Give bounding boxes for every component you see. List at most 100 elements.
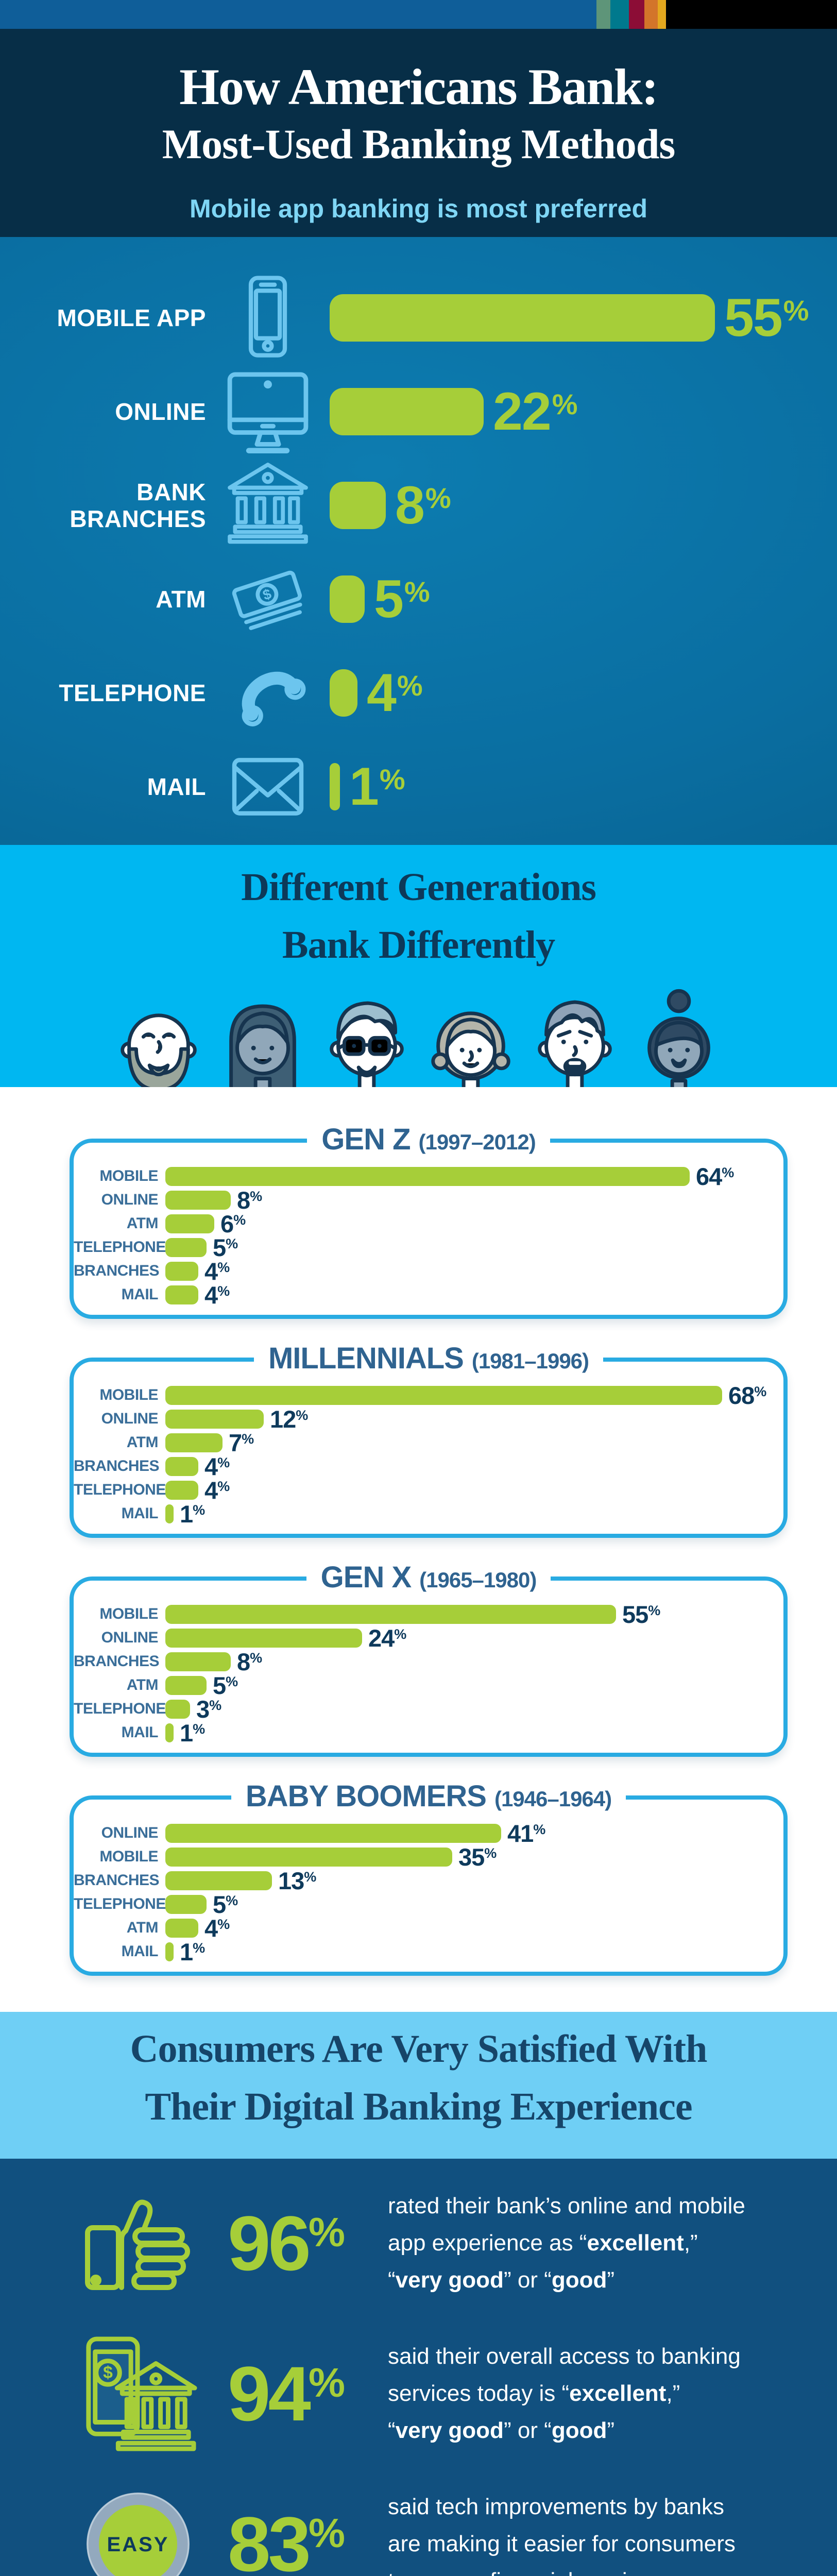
bar-value: 4%	[204, 1476, 230, 1504]
bar-value: 12%	[270, 1405, 308, 1433]
gen-chart-rows: MOBILE 55% ONLINE 24% BRANCHES 8% ATM 5% TELEPHO…	[74, 1581, 783, 1747]
stat-text-line: said their overall access to banking	[388, 2344, 741, 2369]
smartphone-icon	[248, 276, 287, 358]
bar-value: 8%	[237, 1648, 262, 1675]
stat-text-line: “very good” or “good”	[388, 2418, 614, 2443]
bar	[165, 1190, 231, 1210]
bar-value: 5%	[213, 1233, 238, 1261]
page-title-line1: How Americans Bank:	[179, 58, 659, 115]
gen-title-years: (1946–1964)	[494, 1787, 612, 1811]
stat-row: EASY 83% said tech improvements by banks ar…	[72, 2472, 837, 2576]
gen-box-gen-x: GEN X (1965–1980) MOBILE 55% ONLINE 24% BRANC…	[70, 1560, 788, 1757]
bar-label: BRANCHES	[74, 1653, 160, 1670]
bar-row: BRANCHES 13%	[74, 1867, 783, 1894]
bar-row: ONLINE 41%	[74, 1821, 783, 1845]
gen-box-gen-z: GEN Z (1997–2012) MOBILE 64% ONLINE 8% ATM 6% T…	[70, 1122, 788, 1319]
avatar	[420, 973, 522, 1087]
stat-icon-wrap	[72, 2187, 203, 2300]
bar-row: TELEPHONE 3%	[74, 1697, 783, 1721]
bar-value: 5%	[374, 569, 430, 629]
header: How Americans Bank: Most-Used Banking Me…	[0, 29, 837, 237]
bar	[330, 294, 715, 342]
bar-label: MOBILE	[99, 1167, 158, 1184]
bar	[165, 1166, 690, 1186]
bar-row: ATM $5%	[0, 552, 837, 646]
stat-text-line: services today is “excellent,”	[388, 2381, 680, 2406]
page-subtitle: Mobile app banking is most preferred	[189, 194, 648, 223]
bar-value: 22%	[493, 382, 578, 442]
bar-value: 7%	[229, 1429, 254, 1456]
bar-row: ATM 6%	[74, 1210, 783, 1238]
bar-row: BRANCHES 8%	[74, 1648, 783, 1675]
bar-wrap: 8%	[330, 479, 451, 532]
envelope-icon	[232, 758, 304, 816]
bar	[165, 1480, 198, 1500]
banking-methods-rows: MOBILE APP 55% ONLINE 22% BANK BRANCHES 8% ATM…	[0, 271, 837, 834]
bar-label: TELEPHONE	[74, 1239, 166, 1256]
bar-value: 13%	[278, 1867, 316, 1894]
bar	[165, 1823, 501, 1843]
bar-value: 1%	[180, 1500, 205, 1528]
bar	[165, 1261, 198, 1281]
avatar-young-woman-bun	[647, 989, 710, 1087]
gen-box-title: MILLENNIALS (1981–1996)	[74, 1341, 783, 1376]
bar-row: BRANCHES 4%	[74, 1454, 783, 1479]
avatar	[316, 973, 418, 1087]
stat-text-line: app experience as “excellent,”	[388, 2230, 698, 2256]
bar	[165, 1652, 231, 1671]
bar-label: ATM	[156, 586, 206, 613]
bar	[165, 1238, 207, 1257]
bar-row: ATM 4%	[74, 1916, 783, 1940]
bar-row: MOBILE 55%	[74, 1602, 783, 1626]
satisfaction-title-line1: Consumers Are Very Satisfied With	[130, 2027, 708, 2071]
bar-row: MAIL 1%	[74, 1719, 783, 1747]
generation-charts: GEN Z (1997–2012) MOBILE 64% ONLINE 8% ATM 6% T…	[0, 1087, 837, 2012]
bar-label: TELEPHONE	[59, 680, 206, 706]
bar-row: MAIL 1%	[74, 1502, 783, 1526]
generation-avatars	[0, 973, 837, 1087]
satisfaction-stats: 96% rated their bank’s online and mobile a…	[0, 2159, 837, 2576]
bar-row: BANK BRANCHES 8%	[0, 459, 837, 552]
bar-value: 6%	[220, 1210, 246, 1238]
bar-value: 5%	[213, 1890, 238, 1918]
bar	[165, 1433, 223, 1452]
stat-text-line: “very good” or “good”	[388, 2267, 614, 2293]
bar-value: 4%	[204, 1914, 230, 1942]
bar-value: 1%	[180, 1719, 205, 1747]
stat-row: 96% rated their bank’s online and mobile a…	[72, 2171, 837, 2315]
avatar-woman-long-hair	[229, 1004, 296, 1087]
bar-wrap: 5%	[330, 572, 430, 626]
banking-methods-chart: MOBILE APP 55% ONLINE 22% BANK BRANCHES 8% ATM…	[0, 237, 837, 845]
gen-box-title: GEN Z (1997–2012)	[74, 1122, 783, 1157]
svg-text:$: $	[103, 2363, 113, 2382]
stat-value: 96%	[228, 2200, 345, 2286]
bar	[165, 1456, 198, 1476]
bar-icon-wrap	[206, 273, 330, 363]
bar-label: ATM	[126, 1919, 159, 1936]
bar-row: TELEPHONE 5%	[74, 1890, 783, 1918]
stat-text: said tech improvements by banks are makin…	[388, 2488, 736, 2576]
stat-icon-wrap: EASY	[72, 2482, 203, 2576]
top-bar-stripe-orange	[644, 0, 658, 29]
bar	[165, 1214, 214, 1233]
bar-row: BRANCHES 4%	[74, 1259, 783, 1283]
bar-label: MAIL	[121, 1286, 159, 1303]
stat-value: 83%	[228, 2501, 345, 2576]
bar-label: BRANCHES	[74, 1262, 160, 1279]
top-bar-blue-segment	[0, 0, 596, 29]
top-bar-stripe-maroon	[629, 0, 644, 29]
top-bar-stripe-gold	[658, 0, 666, 29]
gen-title-years: (1997–2012)	[418, 1130, 536, 1154]
bar	[330, 482, 386, 529]
gen-title-text: MILLENNIALS	[268, 1342, 464, 1375]
bar	[165, 1918, 198, 1938]
bar-row: MOBILE 35%	[74, 1845, 783, 1869]
gen-box-millennials: MILLENNIALS (1981–1996) MOBILE 68% ONLINE 12…	[70, 1341, 788, 1538]
bar-value: 68%	[728, 1381, 766, 1409]
bar-value: 5%	[213, 1671, 238, 1699]
bar-wrap: 4%	[330, 666, 423, 720]
bank-building-icon	[228, 463, 308, 544]
bar	[165, 1675, 207, 1695]
bar-value: 41%	[507, 1819, 545, 1847]
top-bar-black-segment	[666, 0, 837, 29]
